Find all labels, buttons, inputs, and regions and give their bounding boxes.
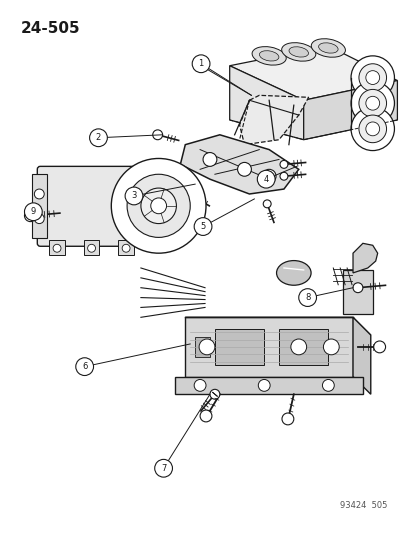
Bar [49, 240, 65, 255]
Circle shape [187, 191, 197, 201]
Bar [342, 270, 372, 314]
Text: 2: 2 [96, 133, 101, 142]
Polygon shape [352, 244, 377, 273]
Circle shape [365, 96, 379, 110]
Circle shape [358, 64, 386, 91]
Bar [214, 329, 263, 365]
Circle shape [76, 358, 93, 376]
Polygon shape [229, 66, 303, 140]
Circle shape [350, 56, 394, 99]
Circle shape [279, 160, 287, 168]
Circle shape [125, 187, 142, 205]
Circle shape [323, 339, 338, 355]
Text: 7: 7 [161, 464, 166, 473]
Text: 4: 4 [263, 175, 268, 184]
Circle shape [150, 198, 166, 214]
Circle shape [281, 413, 293, 425]
Circle shape [298, 289, 316, 306]
Circle shape [194, 379, 206, 391]
Circle shape [263, 200, 271, 208]
Circle shape [199, 339, 214, 355]
Ellipse shape [276, 261, 310, 285]
Ellipse shape [139, 171, 158, 240]
Circle shape [154, 459, 172, 477]
Ellipse shape [288, 47, 308, 57]
Circle shape [279, 172, 287, 180]
Polygon shape [229, 46, 396, 100]
Circle shape [202, 152, 216, 166]
Polygon shape [185, 317, 352, 376]
Circle shape [350, 82, 394, 125]
Text: 1: 1 [198, 59, 203, 68]
Bar [118, 240, 134, 255]
Circle shape [34, 214, 44, 223]
Polygon shape [180, 135, 298, 194]
Text: 6: 6 [82, 362, 87, 371]
Circle shape [194, 217, 211, 236]
Bar [175, 376, 362, 394]
Circle shape [34, 189, 44, 199]
Circle shape [111, 158, 206, 253]
Polygon shape [185, 317, 370, 335]
Circle shape [127, 174, 190, 237]
Polygon shape [352, 317, 370, 394]
Circle shape [140, 188, 176, 223]
Circle shape [88, 244, 95, 252]
Text: 5: 5 [200, 222, 205, 231]
Circle shape [261, 169, 275, 183]
Ellipse shape [252, 46, 285, 65]
Circle shape [257, 171, 274, 188]
Text: 9: 9 [31, 207, 36, 216]
Circle shape [258, 379, 270, 391]
Ellipse shape [311, 39, 344, 57]
Circle shape [358, 115, 386, 143]
Text: 3: 3 [131, 191, 136, 200]
Circle shape [192, 55, 209, 72]
Text: 24-505: 24-505 [21, 21, 80, 36]
Circle shape [352, 283, 362, 293]
Bar [32, 174, 47, 238]
Circle shape [24, 203, 42, 221]
Circle shape [122, 244, 130, 252]
Circle shape [365, 122, 379, 136]
Circle shape [358, 90, 386, 117]
Circle shape [365, 71, 379, 84]
Bar [83, 240, 99, 255]
Ellipse shape [259, 51, 278, 61]
Ellipse shape [318, 43, 337, 53]
Circle shape [373, 341, 385, 353]
Circle shape [237, 163, 251, 176]
Text: 93424  505: 93424 505 [339, 500, 387, 510]
Circle shape [199, 410, 211, 422]
Polygon shape [303, 80, 396, 140]
Ellipse shape [281, 43, 315, 61]
Circle shape [290, 339, 306, 355]
Text: 8: 8 [304, 293, 310, 302]
FancyBboxPatch shape [37, 166, 152, 246]
Circle shape [209, 389, 219, 399]
Circle shape [53, 244, 61, 252]
Polygon shape [239, 95, 308, 144]
Circle shape [89, 129, 107, 147]
Bar [195, 337, 209, 357]
Circle shape [350, 107, 394, 151]
Circle shape [152, 130, 162, 140]
Bar [278, 329, 328, 365]
Circle shape [24, 210, 36, 222]
Circle shape [322, 379, 333, 391]
